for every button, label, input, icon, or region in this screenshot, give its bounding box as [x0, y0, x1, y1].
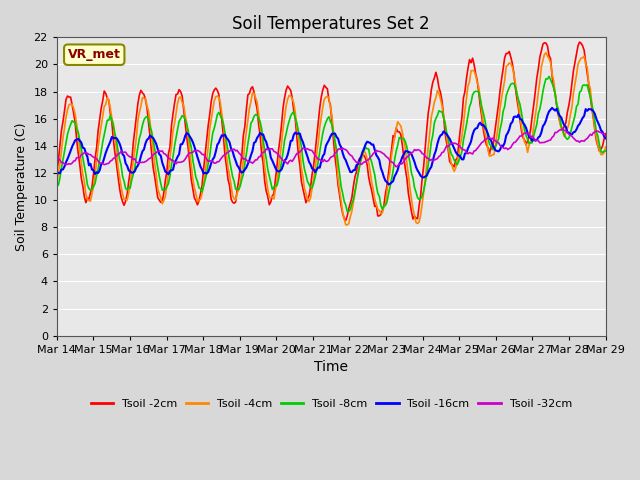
- Tsoil -16cm: [53, 169, 61, 175]
- Tsoil -16cm: [216, 135, 224, 141]
- Tsoil -8cm: [216, 113, 224, 119]
- Tsoil -8cm: [545, 73, 553, 79]
- Tsoil -2cm: [244, 92, 252, 98]
- Tsoil -2cm: [293, 133, 301, 139]
- Tsoil -8cm: [344, 209, 351, 215]
- Tsoil -4cm: [235, 187, 243, 192]
- Tsoil -32cm: [216, 156, 224, 162]
- Line: Tsoil -2cm: Tsoil -2cm: [57, 42, 605, 220]
- Tsoil -8cm: [120, 179, 128, 184]
- Tsoil -32cm: [602, 133, 609, 139]
- Tsoil -32cm: [235, 150, 243, 156]
- Line: Tsoil -8cm: Tsoil -8cm: [57, 76, 605, 212]
- Line: Tsoil -4cm: Tsoil -4cm: [57, 53, 605, 225]
- Tsoil -4cm: [542, 50, 550, 56]
- Tsoil -16cm: [293, 131, 301, 137]
- Tsoil -4cm: [602, 144, 609, 150]
- Tsoil -8cm: [235, 187, 243, 192]
- Tsoil -4cm: [120, 197, 128, 203]
- Line: Tsoil -32cm: Tsoil -32cm: [57, 129, 605, 167]
- Tsoil -32cm: [244, 159, 252, 165]
- Line: Tsoil -16cm: Tsoil -16cm: [57, 108, 605, 184]
- Tsoil -8cm: [293, 120, 301, 126]
- Tsoil -16cm: [602, 135, 609, 141]
- Tsoil -8cm: [53, 183, 61, 189]
- Tsoil -4cm: [344, 222, 351, 228]
- Tsoil -2cm: [235, 177, 243, 183]
- Tsoil -4cm: [244, 117, 252, 123]
- Tsoil -2cm: [576, 39, 584, 45]
- Tsoil -32cm: [559, 126, 566, 132]
- Tsoil -32cm: [574, 138, 582, 144]
- Tsoil -32cm: [293, 151, 301, 156]
- Tsoil -8cm: [244, 141, 252, 146]
- Tsoil -16cm: [548, 105, 556, 111]
- Tsoil -4cm: [293, 124, 301, 130]
- Tsoil -2cm: [120, 203, 128, 208]
- Tsoil -2cm: [602, 131, 609, 136]
- Tsoil -4cm: [216, 100, 224, 106]
- Tsoil -16cm: [385, 181, 392, 187]
- Tsoil -2cm: [342, 217, 349, 223]
- Tsoil -4cm: [53, 181, 61, 187]
- Tsoil -8cm: [574, 101, 582, 107]
- Tsoil -2cm: [216, 106, 224, 111]
- Y-axis label: Soil Temperature (C): Soil Temperature (C): [15, 122, 28, 251]
- Tsoil -16cm: [120, 153, 128, 159]
- Tsoil -32cm: [120, 149, 128, 155]
- X-axis label: Time: Time: [314, 360, 348, 374]
- Title: Soil Temperatures Set 2: Soil Temperatures Set 2: [232, 15, 430, 33]
- Tsoil -16cm: [244, 161, 252, 167]
- Text: VR_met: VR_met: [68, 48, 121, 61]
- Tsoil -32cm: [53, 154, 61, 160]
- Tsoil -32cm: [392, 164, 400, 169]
- Tsoil -2cm: [53, 169, 61, 175]
- Tsoil -8cm: [602, 148, 609, 154]
- Tsoil -16cm: [574, 123, 582, 129]
- Tsoil -2cm: [573, 51, 580, 57]
- Legend: Tsoil -2cm, Tsoil -4cm, Tsoil -8cm, Tsoil -16cm, Tsoil -32cm: Tsoil -2cm, Tsoil -4cm, Tsoil -8cm, Tsoi…: [86, 395, 576, 414]
- Tsoil -16cm: [235, 165, 243, 170]
- Tsoil -4cm: [574, 61, 582, 67]
